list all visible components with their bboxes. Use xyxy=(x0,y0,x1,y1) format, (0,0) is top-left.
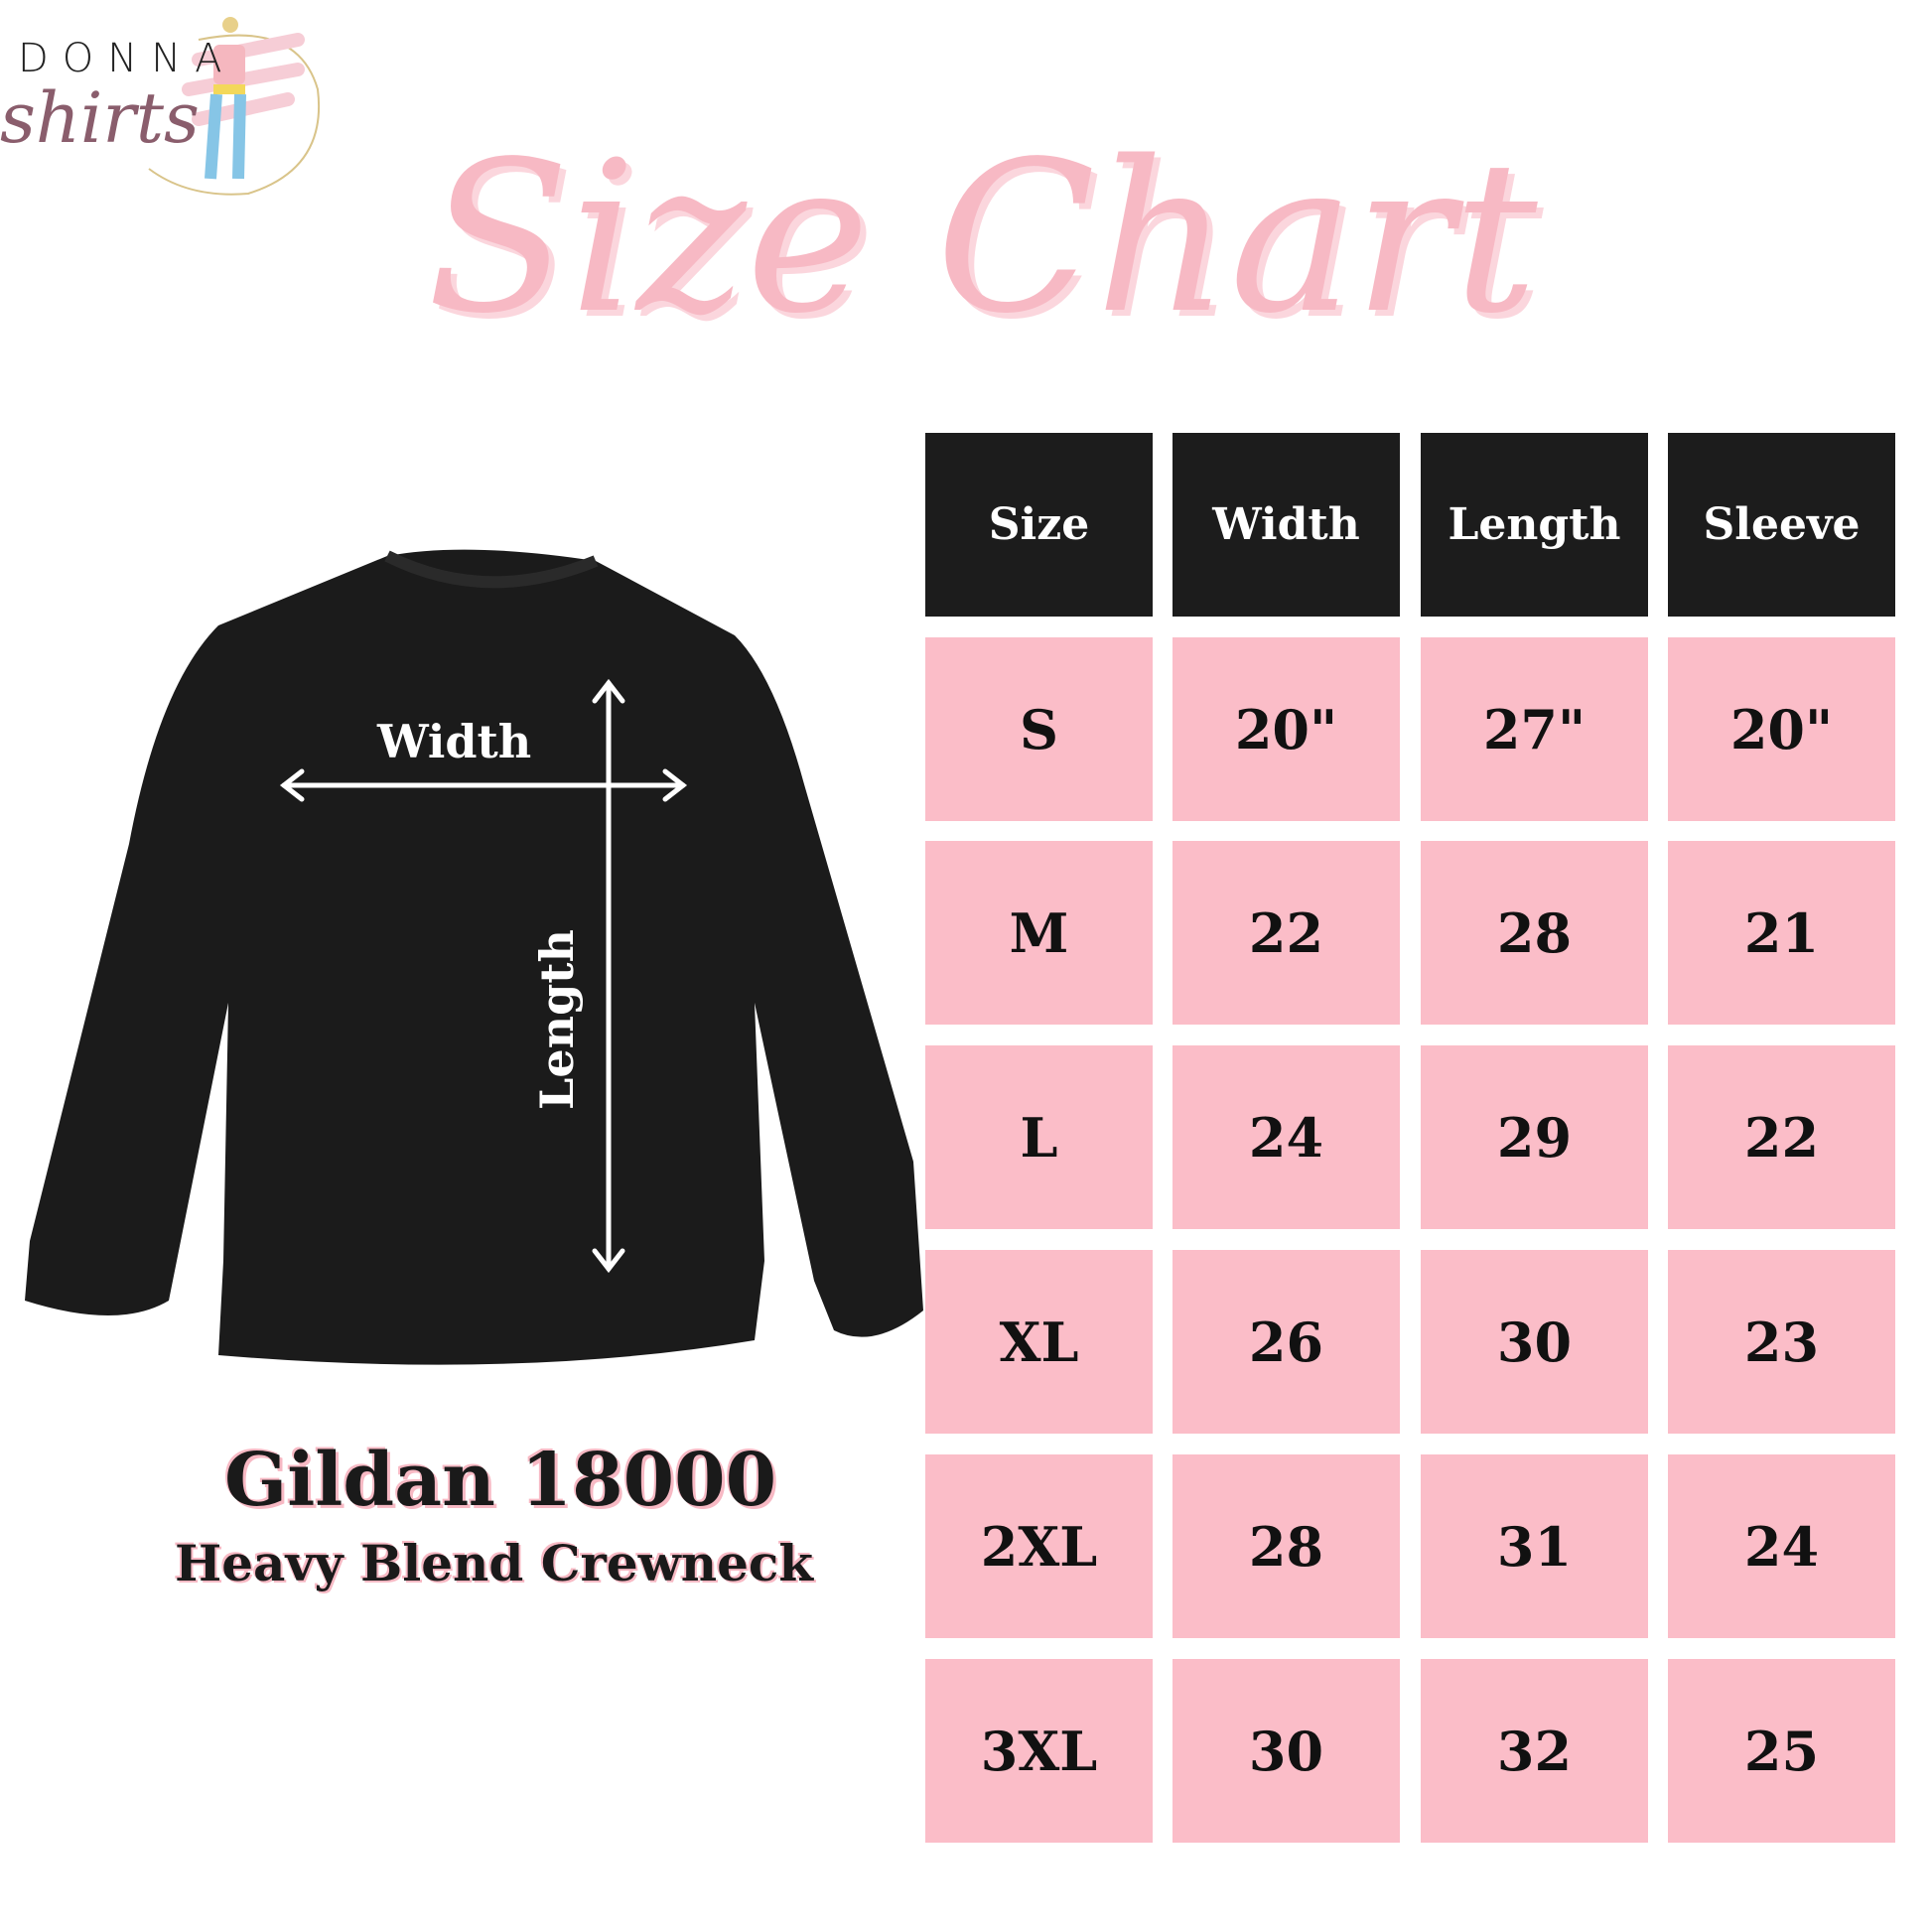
cell-length: 27" xyxy=(1421,637,1648,821)
cell-width: 28 xyxy=(1173,1454,1400,1638)
cell-sleeve: 24 xyxy=(1668,1454,1895,1638)
cell-sleeve: 22 xyxy=(1668,1045,1895,1229)
logo-shirts: shirts xyxy=(0,77,200,159)
cell-sleeve: 23 xyxy=(1668,1250,1895,1434)
cell-length: 28 xyxy=(1421,841,1648,1025)
cell-width: 20" xyxy=(1173,637,1400,821)
header-size: Size xyxy=(925,433,1153,617)
cell-size: L xyxy=(925,1045,1153,1229)
length-label: Length xyxy=(529,929,584,1110)
logo-illustration xyxy=(148,17,321,196)
sweatshirt-image xyxy=(25,549,923,1365)
cell-length: 31 xyxy=(1421,1454,1648,1638)
header-length: Length xyxy=(1421,433,1648,617)
page-title: Size Chart xyxy=(427,116,1538,359)
cell-size: XL xyxy=(925,1250,1153,1434)
cell-size: S xyxy=(925,637,1153,821)
header-sleeve: Sleeve xyxy=(1668,433,1895,617)
cell-width: 30 xyxy=(1173,1659,1400,1843)
width-label: Width xyxy=(377,715,532,768)
cell-sleeve: 25 xyxy=(1668,1659,1895,1843)
cell-sleeve: 21 xyxy=(1668,841,1895,1025)
product-subtitle: Heavy Blend Crewneck xyxy=(175,1534,813,1592)
cell-size: 3XL xyxy=(925,1659,1153,1843)
measurement-arrows xyxy=(279,678,688,1274)
cell-size: 2XL xyxy=(925,1454,1153,1638)
cell-width: 22 xyxy=(1173,841,1400,1025)
brand-logo: DONNA shirts xyxy=(0,0,338,208)
cell-width: 26 xyxy=(1173,1250,1400,1434)
cell-length: 32 xyxy=(1421,1659,1648,1843)
product-name: Gildan 18000 xyxy=(224,1438,777,1523)
header-width: Width xyxy=(1173,433,1400,617)
cell-size: M xyxy=(925,841,1153,1025)
cell-length: 29 xyxy=(1421,1045,1648,1229)
cell-sleeve: 20" xyxy=(1668,637,1895,821)
cell-width: 24 xyxy=(1173,1045,1400,1229)
logo-donna: DONNA xyxy=(18,36,236,81)
cell-length: 30 xyxy=(1421,1250,1648,1434)
